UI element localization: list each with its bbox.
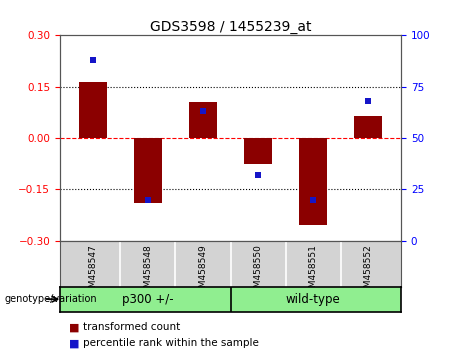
Bar <box>79 81 106 138</box>
Text: p300 +/-: p300 +/- <box>122 293 174 306</box>
Text: wild-type: wild-type <box>286 293 340 306</box>
Title: GDS3598 / 1455239_at: GDS3598 / 1455239_at <box>150 21 311 34</box>
Text: GSM458548: GSM458548 <box>143 244 153 299</box>
Text: genotype/variation: genotype/variation <box>5 294 97 304</box>
Text: percentile rank within the sample: percentile rank within the sample <box>83 338 259 348</box>
Bar <box>134 138 162 203</box>
Text: ■: ■ <box>69 338 80 348</box>
Text: GSM458549: GSM458549 <box>199 244 207 299</box>
Text: GSM458552: GSM458552 <box>364 244 372 299</box>
Bar <box>355 116 382 138</box>
Text: GSM458551: GSM458551 <box>308 244 318 299</box>
Text: ■: ■ <box>69 322 80 332</box>
Text: GSM458550: GSM458550 <box>254 244 262 299</box>
Bar <box>299 138 327 225</box>
Text: transformed count: transformed count <box>83 322 180 332</box>
Bar <box>244 138 272 164</box>
Bar <box>189 102 217 138</box>
Text: GSM458547: GSM458547 <box>89 244 97 299</box>
